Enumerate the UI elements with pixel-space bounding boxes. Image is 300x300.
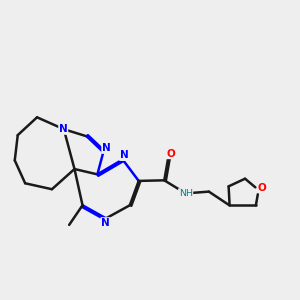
Text: N: N: [102, 143, 111, 153]
Text: NH: NH: [179, 189, 193, 198]
Text: N: N: [59, 124, 68, 134]
Text: O: O: [258, 183, 266, 193]
Text: N: N: [120, 150, 128, 161]
Text: O: O: [167, 148, 175, 159]
Text: N: N: [101, 218, 110, 228]
